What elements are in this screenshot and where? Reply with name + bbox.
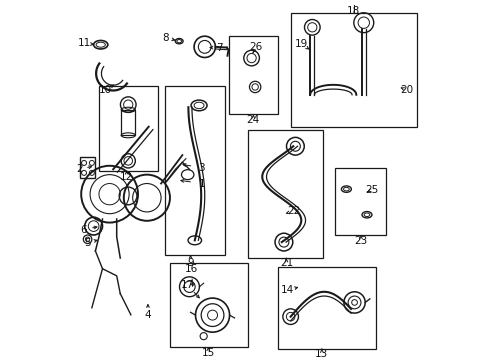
Text: 22: 22 bbox=[287, 206, 300, 216]
Text: 4: 4 bbox=[144, 310, 151, 320]
Text: 17: 17 bbox=[180, 280, 193, 290]
Text: 16: 16 bbox=[184, 264, 198, 274]
Bar bbox=[228, 36, 278, 114]
Bar bbox=[334, 167, 386, 235]
Text: 13: 13 bbox=[315, 349, 328, 359]
Text: 18: 18 bbox=[346, 6, 360, 15]
Text: 15: 15 bbox=[201, 348, 214, 358]
Bar bbox=[99, 86, 157, 171]
Text: 26: 26 bbox=[249, 42, 262, 52]
Text: 11: 11 bbox=[77, 38, 90, 48]
Text: 20: 20 bbox=[400, 85, 413, 95]
Text: 9: 9 bbox=[187, 258, 193, 268]
Text: 7: 7 bbox=[216, 42, 223, 53]
Bar bbox=[170, 264, 247, 347]
Bar bbox=[121, 110, 135, 135]
Text: 21: 21 bbox=[279, 258, 292, 268]
Bar bbox=[278, 267, 375, 348]
Text: 8: 8 bbox=[162, 33, 169, 43]
Text: 5: 5 bbox=[84, 238, 91, 248]
Text: 24: 24 bbox=[246, 114, 260, 125]
Text: 12: 12 bbox=[120, 172, 133, 183]
Bar bbox=[247, 130, 322, 258]
Bar bbox=[81, 157, 95, 178]
Text: 10: 10 bbox=[99, 85, 112, 95]
Bar bbox=[290, 13, 416, 127]
Text: 25: 25 bbox=[365, 185, 378, 194]
Text: 3: 3 bbox=[198, 163, 204, 172]
Text: 2: 2 bbox=[76, 164, 82, 174]
Bar bbox=[164, 86, 224, 255]
Text: 23: 23 bbox=[354, 237, 367, 246]
Text: 6: 6 bbox=[81, 225, 87, 235]
Text: 1: 1 bbox=[198, 179, 205, 189]
Text: 19: 19 bbox=[294, 39, 307, 49]
Text: 14: 14 bbox=[281, 285, 294, 295]
